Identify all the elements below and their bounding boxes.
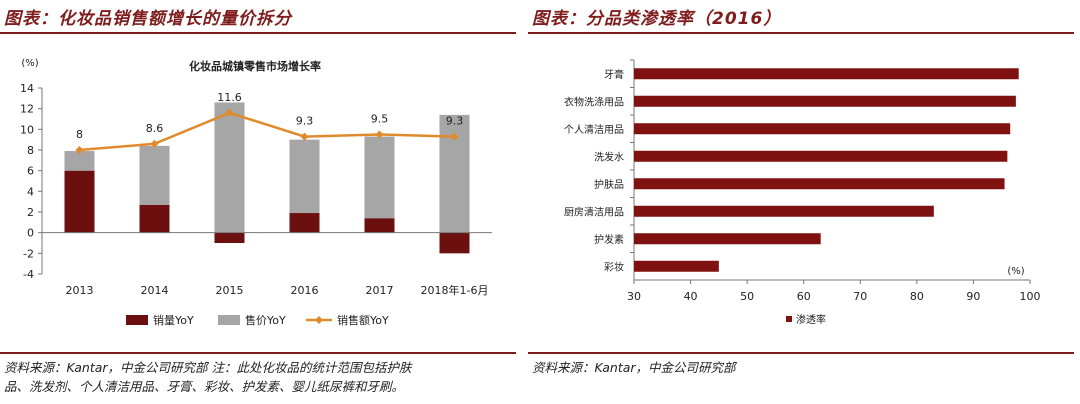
penetration-bar (634, 123, 1011, 135)
y-tick-label: 0 (27, 227, 34, 240)
y-tick-label: 6 (27, 165, 34, 178)
volume-price-chart: 化妆品城镇零售市场增长率 (%) -4 -2 0 2 4 6 8 10 12 14 2013 2014 20… (20, 58, 492, 327)
sales-line (79, 111, 455, 152)
penetration-bar (634, 233, 821, 245)
data-label: 9.3 (446, 115, 464, 128)
x-tick-label: 2018年1-6月 (421, 283, 489, 297)
price-bar (139, 145, 170, 205)
volume-bar (364, 218, 395, 233)
right-panel: 图表：分品类渗透率（2016） 牙膏衣物洗涤用品 个人清洁用品洗发水护肤品厨房清洁… (528, 0, 1080, 404)
volume-bar (214, 232, 245, 243)
x-axis-unit-label: (%) (1007, 266, 1024, 277)
volume-bar (139, 204, 170, 233)
sales-point (225, 108, 234, 117)
price-bar (64, 151, 95, 171)
penetration-bar (634, 260, 719, 272)
right-title-rule (528, 32, 1074, 34)
penetration-bar (634, 205, 934, 217)
left-panel: 图表：化妆品销售额增长的量价拆分 化妆品城镇零售市场增长率 (%) -4 -2 0 2 4 6… (0, 0, 522, 404)
right-source-note: 资料来源：Kantar，中金公司研究部 (532, 358, 736, 377)
volume-bar (64, 170, 95, 233)
legend-swatch (126, 315, 148, 325)
y-tick-label: 10 (20, 123, 34, 136)
right-bottom-rule (528, 352, 1074, 354)
y-tick-label: -2 (23, 247, 34, 260)
category-label: 厨房清洁用品 (564, 205, 624, 218)
data-label: 9.5 (371, 113, 389, 126)
left-figure-title: 图表：化妆品销售额增长的量价拆分 (4, 9, 292, 29)
data-label: 8.6 (146, 122, 164, 135)
category-label: 个人清洁用品 (564, 123, 624, 136)
sales-point (375, 130, 384, 139)
category-label: 彩妆 (604, 260, 624, 273)
x-tick-label: 30 (627, 290, 641, 303)
x-tick-label: 2015 (216, 284, 244, 297)
x-tick-label: 40 (684, 290, 698, 303)
penetration-bar (634, 150, 1008, 162)
x-tick-label: 2013 (66, 284, 94, 297)
penetration-bar (634, 68, 1019, 80)
right-figure-title: 图表：分品类渗透率（2016） (532, 9, 782, 29)
sales-point (450, 132, 459, 141)
legend-label: 售价YoY (245, 313, 286, 327)
volume-bar (289, 213, 320, 233)
data-label: 11.6 (217, 91, 242, 104)
data-label: 9.3 (296, 115, 314, 128)
x-tick-label: 2016 (291, 284, 319, 297)
left-source-note: 资料来源：Kantar，中金公司研究部 注：此处化妆品的统计范围包括护肤 品、洗… (4, 358, 412, 396)
y-axis-unit-label: (%) (21, 58, 38, 69)
legend-label: 渗透率 (796, 313, 826, 326)
y-tick-label: 2 (27, 206, 34, 219)
y-tick-label: 8 (27, 144, 34, 157)
legend-label: 销量YoY (153, 313, 194, 327)
x-tick-label: 2017 (366, 284, 394, 297)
x-tick-label: 90 (966, 290, 980, 303)
category-label: 护肤品 (594, 178, 624, 191)
legend-label: 销售额YoY (337, 313, 389, 327)
price-bar (289, 139, 320, 214)
x-tick-label: 2014 (141, 284, 169, 297)
left-source-line-1: 资料来源：Kantar，中金公司研究部 注：此处化妆品的统计范围包括护肤 (4, 360, 412, 375)
x-tick-label: 60 (797, 290, 811, 303)
x-tick-label: 70 (853, 290, 867, 303)
category-label: 洗发水 (594, 150, 624, 163)
penetration-bar (634, 95, 1016, 107)
x-tick-label: 80 (910, 290, 924, 303)
legend-swatch (786, 316, 792, 322)
data-label: 8 (76, 128, 83, 141)
left-source-line-2: 品、洗发剂、个人清洁用品、牙膏、彩妆、护发素、婴儿纸尿裤和牙刷。 (4, 379, 405, 394)
category-label: 护发素 (594, 233, 624, 246)
category-label: 牙膏 (604, 68, 624, 81)
volume-bar (439, 232, 470, 254)
left-bottom-rule (0, 352, 516, 354)
category-label: 衣物洗涤用品 (564, 95, 624, 108)
legend-marker (315, 316, 323, 324)
y-tick-label: 12 (20, 103, 34, 116)
right-source-line-1: 资料来源：Kantar，中金公司研究部 (532, 360, 736, 375)
legend-swatch (218, 315, 240, 325)
x-tick-label: 100 (1020, 290, 1041, 303)
price-bar (364, 136, 395, 219)
sales-point (75, 146, 84, 154)
x-tick-label: 50 (740, 290, 754, 303)
y-tick-label: 14 (20, 82, 34, 95)
price-bar (214, 102, 245, 233)
left-title-rule (0, 32, 516, 34)
y-tick-label: -4 (23, 268, 34, 281)
y-tick-label: 4 (27, 185, 34, 198)
sales-point (300, 132, 309, 141)
sales-point (150, 139, 159, 148)
chart-title: 化妆品城镇零售市场增长率 (189, 59, 321, 73)
penetration-bar (634, 178, 1005, 190)
price-bar (439, 114, 470, 233)
